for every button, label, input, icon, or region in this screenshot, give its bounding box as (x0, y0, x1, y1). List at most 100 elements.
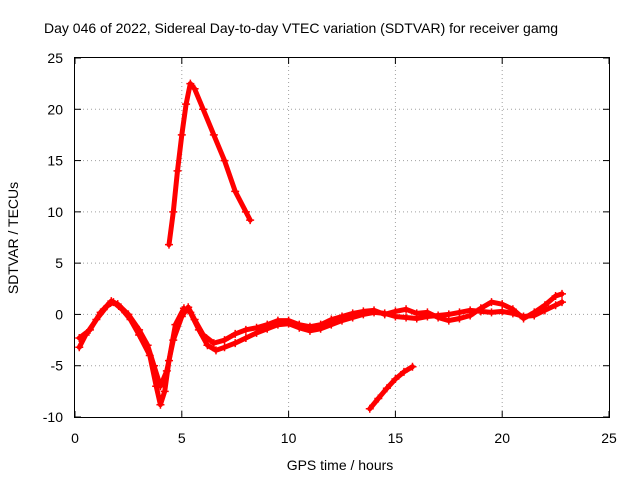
data-point (382, 384, 391, 393)
data-point (402, 313, 411, 322)
data-point (199, 330, 208, 339)
data-point (184, 303, 193, 312)
data-point (338, 312, 346, 321)
data-point (75, 334, 84, 343)
data-point (391, 375, 400, 384)
data-point (220, 336, 229, 345)
data-point (220, 156, 229, 165)
data-point (412, 309, 421, 318)
x-tick-label: 10 (281, 430, 297, 446)
data-point (135, 325, 144, 334)
data-point (399, 367, 408, 376)
data-point (241, 325, 250, 334)
data-point (85, 325, 94, 334)
axis-ticks: 0 5 10 15 20 25 -10 -5 0 5 10 15 20 25 (43, 50, 617, 446)
data-point (231, 329, 240, 338)
data-series (75, 79, 567, 413)
x-tick-label: 20 (494, 430, 510, 446)
data-point (273, 316, 282, 325)
data-point (380, 310, 389, 319)
data-point (190, 315, 199, 324)
data-point (508, 305, 517, 314)
data-point (209, 339, 218, 348)
y-tick-label: 15 (47, 153, 63, 169)
data-point (199, 105, 208, 114)
data-point (284, 316, 293, 325)
data-point (241, 207, 250, 216)
data-point (365, 404, 374, 413)
data-point (530, 308, 539, 317)
data-point (231, 339, 240, 348)
y-tick-label: 10 (47, 204, 63, 220)
data-point (444, 316, 453, 325)
data-point (423, 308, 432, 317)
data-point (169, 336, 178, 345)
series-high-arc (164, 79, 255, 249)
x-tick-label: 15 (388, 430, 404, 446)
data-point (211, 346, 220, 355)
data-point (519, 314, 528, 323)
data-point (203, 341, 212, 350)
data-point (150, 361, 159, 370)
data-point (231, 187, 240, 196)
data-point (252, 323, 261, 332)
data-point (177, 312, 186, 321)
data-point (466, 311, 475, 320)
data-point (408, 362, 417, 371)
data-point (107, 297, 116, 306)
data-point (186, 79, 195, 88)
series-line (166, 81, 253, 248)
y-tick-label: 20 (47, 101, 63, 117)
data-point (160, 387, 169, 396)
data-point (124, 310, 133, 319)
data-point (169, 207, 178, 216)
data-point (348, 309, 357, 318)
data-point (551, 291, 560, 300)
series-low-segment (365, 362, 417, 413)
data-point (177, 130, 186, 139)
data-point (295, 320, 304, 329)
x-tick-label: 5 (178, 430, 186, 446)
data-point (96, 308, 105, 317)
plot-frame (74, 57, 610, 418)
y-tick-label: 5 (55, 255, 63, 271)
data-point (220, 343, 229, 352)
data-point (487, 308, 496, 317)
data-point (316, 320, 325, 329)
data-point (498, 307, 507, 316)
data-point (263, 320, 272, 329)
data-point (551, 301, 560, 310)
data-point (246, 216, 255, 225)
data-point (359, 307, 368, 316)
chart-title: Day 046 of 2022, Sidereal Day-to-day VTE… (44, 20, 558, 36)
y-tick-label: 0 (55, 306, 63, 322)
x-tick-label: 25 (601, 430, 617, 446)
data-point (374, 394, 383, 403)
data-point (455, 314, 464, 323)
data-point (305, 322, 314, 331)
data-point (209, 130, 218, 139)
data-point (182, 100, 191, 109)
data-point (327, 315, 336, 324)
data-point (241, 334, 250, 343)
data-point (558, 289, 567, 298)
data-point (402, 305, 411, 314)
series-main-track-b (75, 289, 567, 391)
data-point (558, 298, 567, 307)
data-point (476, 304, 485, 313)
data-point (156, 382, 165, 391)
data-point (173, 166, 182, 175)
y-tick-label: -5 (51, 358, 64, 374)
data-point (487, 298, 496, 307)
data-point (190, 84, 199, 93)
data-point (391, 307, 400, 316)
data-point (75, 343, 84, 352)
y-tick-label: -10 (43, 409, 63, 425)
data-point (370, 306, 379, 315)
y-tick-label: 25 (47, 50, 63, 66)
data-point (434, 313, 443, 322)
series-line (367, 364, 415, 412)
data-point (164, 240, 173, 249)
y-axis-label: SDTVAR / TECUs (5, 182, 21, 294)
